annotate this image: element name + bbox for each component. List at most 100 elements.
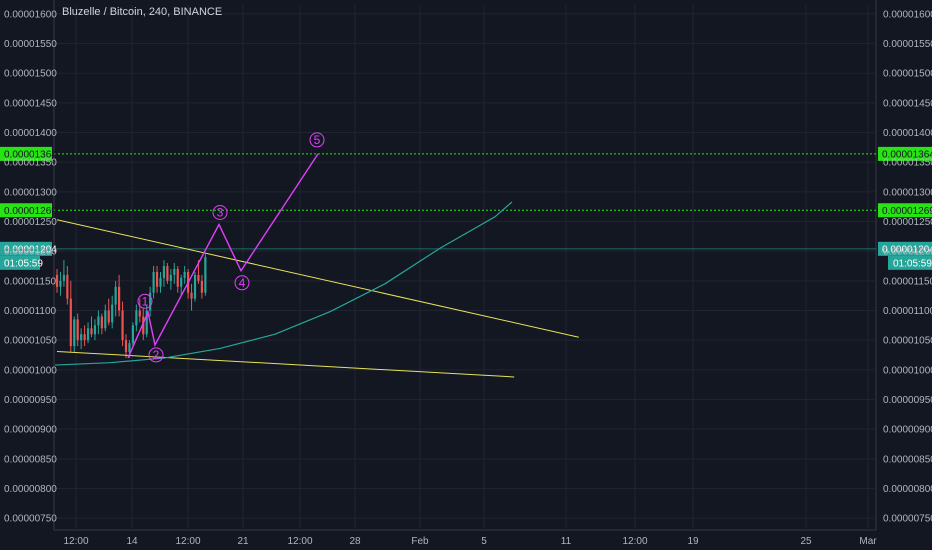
candle-body bbox=[169, 274, 172, 281]
candle-body bbox=[173, 268, 176, 275]
y-tick-label-right: 0.00001250 bbox=[883, 217, 932, 228]
candle-body bbox=[152, 271, 155, 293]
candle-body bbox=[69, 298, 72, 347]
price-axes[interactable]: 0.00001600 0.00001600 0.00001550 0.00001550… bbox=[4, 9, 932, 524]
last-price-tag-right-text: 0.00001204 bbox=[882, 244, 932, 255]
last-price-tag-left-text: 0.00001204 bbox=[4, 244, 57, 255]
y-tick-label-right: 0.00001400 bbox=[883, 128, 932, 139]
wave-label: 4 bbox=[239, 276, 246, 290]
y-tick-label-right: 0.00000900 bbox=[883, 425, 932, 436]
y-tick-label-right: 0.00000950 bbox=[883, 395, 932, 406]
candle-body bbox=[124, 340, 128, 353]
y-tick-label-left: 0.00000850 bbox=[4, 454, 57, 465]
y-tick-label-left: 0.00001100 bbox=[4, 306, 57, 317]
y-tick-label-left: 0.00000950 bbox=[4, 395, 57, 406]
candle-body bbox=[107, 310, 110, 323]
candle-body bbox=[59, 280, 62, 287]
candle-body bbox=[111, 304, 114, 323]
candle-body bbox=[62, 274, 65, 281]
y-tick-label-left: 0.00001400 bbox=[4, 128, 57, 139]
level-tag-right-text: 0.00001269 bbox=[882, 206, 932, 217]
candle-body bbox=[100, 316, 103, 329]
y-tick-label-right: 0.00001050 bbox=[883, 336, 932, 347]
wave-label: 2 bbox=[153, 348, 160, 362]
y-tick-label-left: 0.00001300 bbox=[4, 187, 57, 198]
x-tick-label: 14 bbox=[126, 536, 138, 547]
candle-body bbox=[131, 325, 134, 344]
y-tick-label-left: 0.00000800 bbox=[4, 484, 57, 495]
candle-body bbox=[93, 325, 97, 335]
level-tag-right bbox=[878, 146, 932, 161]
candle-body bbox=[180, 277, 183, 287]
candle-body bbox=[76, 319, 79, 341]
candle-body bbox=[83, 334, 86, 341]
x-tick-label: Feb bbox=[411, 536, 429, 547]
level-tag-left bbox=[0, 203, 52, 218]
y-tick-label-left: 0.00001550 bbox=[4, 39, 57, 50]
candle-body bbox=[204, 257, 207, 293]
candle-body bbox=[145, 310, 148, 335]
last-price-tag-left bbox=[0, 241, 52, 256]
candle-body bbox=[200, 280, 203, 293]
level-tag-left-text: 0.00001364 bbox=[4, 149, 57, 160]
countdown-tag-left bbox=[0, 255, 40, 270]
y-tick-label-left: 0.00001200 bbox=[4, 247, 57, 258]
wave-label-circle bbox=[234, 275, 250, 291]
candle-body bbox=[104, 310, 107, 329]
y-tick-label-left: 0.00001600 bbox=[4, 9, 57, 20]
x-tick-label: Mar bbox=[859, 536, 877, 547]
y-tick-label-left: 0.00001050 bbox=[4, 336, 57, 347]
last-price-tag-right bbox=[878, 241, 932, 256]
y-tick-label-right: 0.00001450 bbox=[883, 98, 932, 109]
wave-label: 5 bbox=[314, 133, 321, 147]
y-tick-label-right: 0.00001550 bbox=[883, 39, 932, 50]
candle-body bbox=[73, 319, 76, 347]
countdown-tag-left-text: 01:05:59 bbox=[4, 258, 43, 269]
y-tick-label-left: 0.00001350 bbox=[4, 158, 57, 169]
candle-body bbox=[128, 343, 131, 353]
y-tick-label-left: 0.00000750 bbox=[4, 514, 57, 525]
y-tick-label-right: 0.00000800 bbox=[883, 484, 932, 495]
candle-body bbox=[155, 271, 159, 287]
y-tick-label-right: 0.00001100 bbox=[883, 306, 932, 317]
candle-body bbox=[66, 274, 69, 299]
wave-label: 3 bbox=[217, 205, 224, 219]
y-tick-label-right: 0.00001350 bbox=[883, 158, 932, 169]
wave-label-circle bbox=[309, 132, 325, 148]
candles bbox=[55, 254, 207, 358]
drawings: 0.00001364 0.00001364 0.00001269 0.00001269… bbox=[0, 132, 932, 378]
candle-body bbox=[138, 310, 141, 317]
wave-label: 1 bbox=[142, 294, 149, 308]
candle-body bbox=[121, 310, 124, 341]
candle-body bbox=[135, 310, 138, 326]
candle-body bbox=[193, 274, 197, 299]
candle-body bbox=[118, 286, 121, 311]
countdown-tag-right bbox=[888, 255, 932, 270]
y-tick-label-right: 0.00000850 bbox=[883, 454, 932, 465]
elliott-wave-path bbox=[127, 153, 319, 359]
x-tick-label: 11 bbox=[561, 536, 572, 547]
x-tick-label: 25 bbox=[800, 536, 812, 547]
candle-body bbox=[86, 328, 90, 341]
candle-body bbox=[55, 274, 59, 287]
level-tag-right bbox=[878, 203, 932, 218]
y-tick-label-right: 0.00001200 bbox=[883, 247, 932, 258]
y-tick-label-right: 0.00001150 bbox=[883, 276, 932, 287]
x-tick-label: 12:00 bbox=[63, 536, 88, 547]
x-tick-label: 12:00 bbox=[287, 536, 312, 547]
candle-body bbox=[162, 266, 166, 278]
y-tick-label-left: 0.00001150 bbox=[4, 276, 57, 287]
candle-body bbox=[166, 266, 169, 281]
x-tick-label: 19 bbox=[687, 536, 699, 547]
time-axis[interactable]: 12:00 14 12:00 21 12:00 28 Feb 5 11 12:00 19 25 Mar bbox=[63, 536, 877, 547]
trendline-upper bbox=[56, 219, 579, 338]
x-tick-label: 12:00 bbox=[622, 536, 647, 547]
y-tick-label-left: 0.00000900 bbox=[4, 425, 57, 436]
y-tick-label-left: 0.00001000 bbox=[4, 365, 57, 376]
y-tick-label-left: 0.00001450 bbox=[4, 98, 57, 109]
x-tick-label: 12:00 bbox=[175, 536, 200, 547]
x-tick-label: 5 bbox=[481, 536, 487, 547]
level-tag-right-text: 0.00001364 bbox=[882, 149, 932, 160]
level-tag-left-text: 0.00001269 bbox=[4, 206, 57, 217]
